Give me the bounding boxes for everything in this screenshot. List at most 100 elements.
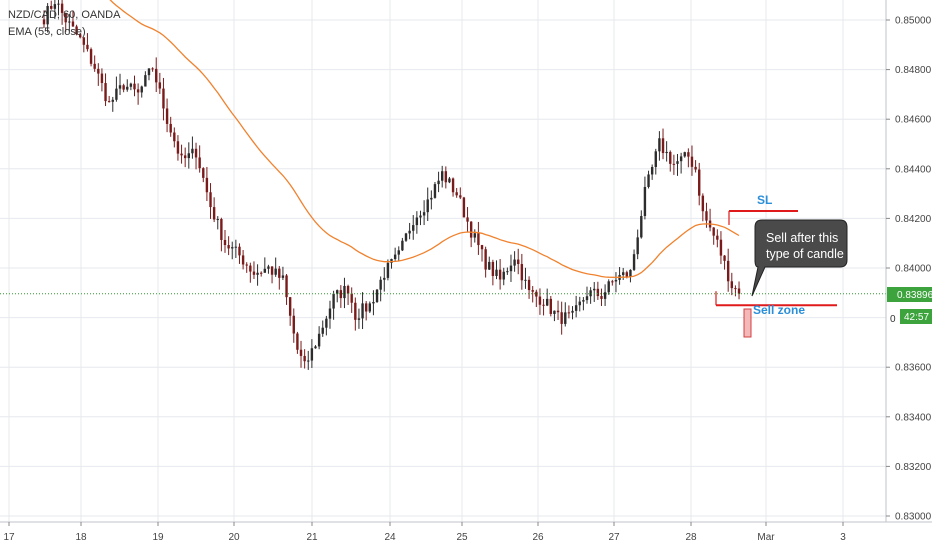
- candle-body: [672, 163, 676, 165]
- candle-body: [75, 26, 78, 35]
- candle-body: [459, 195, 462, 198]
- candle-body: [480, 245, 484, 250]
- candle-body: [379, 279, 382, 290]
- candle-body: [346, 285, 350, 294]
- candle-body: [303, 355, 306, 362]
- time-tick-label: 3: [840, 532, 846, 543]
- candle-body: [647, 174, 650, 187]
- candle-body: [158, 82, 162, 89]
- candle-body: [151, 68, 154, 70]
- candle-body: [176, 141, 180, 154]
- candle-body: [426, 199, 429, 213]
- candle-body: [314, 346, 317, 349]
- candle-body: [509, 265, 513, 272]
- candle-body: [611, 281, 614, 283]
- candle-body: [701, 195, 705, 212]
- candle-body: [495, 269, 498, 276]
- candle-body: [491, 261, 495, 276]
- time-tick-label: 18: [75, 532, 87, 543]
- candle-body: [589, 290, 592, 297]
- candle-body: [629, 269, 632, 277]
- candle-body: [267, 266, 270, 269]
- candle-body: [252, 271, 256, 275]
- candle-body: [578, 301, 581, 306]
- callout-line-2: type of candle: [766, 247, 844, 261]
- time-tick-label: 17: [3, 532, 15, 543]
- candle-body: [437, 180, 440, 185]
- candle-body: [194, 148, 198, 158]
- candle-body: [549, 298, 552, 314]
- candle-body: [270, 266, 274, 275]
- candle-body: [53, 4, 57, 9]
- candle-body: [231, 247, 234, 249]
- candle-body: [343, 285, 346, 299]
- candle-body: [643, 186, 647, 217]
- candle-body: [506, 271, 509, 273]
- candle-body: [448, 178, 451, 183]
- candle-body: [455, 192, 458, 196]
- time-tick-label: 19: [152, 532, 164, 543]
- candle-body: [245, 264, 248, 266]
- time-tick-label: 20: [228, 532, 240, 543]
- candle-body: [307, 360, 310, 362]
- candle-body: [180, 153, 183, 156]
- candle-body: [278, 268, 281, 278]
- candle-body: [625, 272, 629, 277]
- candle-body: [209, 192, 212, 208]
- candle-body: [285, 275, 288, 298]
- candle-body: [336, 290, 339, 294]
- candle-body: [122, 85, 125, 90]
- countdown-badge: [900, 309, 932, 324]
- candle-body: [368, 303, 371, 312]
- candle-body: [57, 3, 60, 5]
- candle-body: [162, 88, 165, 109]
- candle-body: [640, 216, 643, 238]
- candle-body: [274, 268, 277, 275]
- candle-body: [556, 310, 560, 313]
- ema-line: [109, 0, 740, 279]
- candle-body: [564, 312, 567, 324]
- price-axis[interactable]: 0.85000 0.84800 0.84600 0.84400 0.84200 0.840…: [886, 16, 932, 523]
- candle-body: [42, 19, 46, 25]
- time-axis[interactable]: 17 18 19 20 21 24 25 26 27 28 Mar 3: [3, 522, 846, 543]
- candle-body: [68, 21, 71, 23]
- candle-body: [676, 161, 679, 164]
- candle-body: [133, 83, 136, 90]
- candle-body: [567, 312, 571, 314]
- candle-body: [256, 272, 259, 275]
- candle-body: [527, 279, 531, 291]
- candle-body: [723, 255, 726, 261]
- time-tick-label: 25: [456, 532, 468, 543]
- candle-body: [155, 68, 158, 83]
- candle-body: [111, 99, 114, 102]
- grid: [0, 0, 886, 522]
- symbol-legend[interactable]: NZD/CAD, 60, OANDA: [8, 9, 121, 21]
- price-tick-label: 0.83400: [895, 412, 932, 423]
- candle-body: [71, 21, 75, 27]
- candle-body: [734, 288, 737, 290]
- price-tick-label: 0.84800: [895, 65, 932, 76]
- candle-body: [451, 178, 455, 193]
- candle-body: [542, 304, 545, 306]
- candle-body: [136, 89, 140, 93]
- candle-body: [212, 207, 216, 220]
- candle-body: [183, 155, 187, 159]
- candle-body: [404, 233, 408, 241]
- candle-body: [545, 298, 549, 306]
- callout[interactable]: Sell after this type of candle: [751, 219, 848, 297]
- indicator-legend[interactable]: EMA (55, close): [8, 26, 86, 38]
- candle-body: [585, 296, 589, 301]
- callout-line-1: Sell after this: [766, 231, 838, 245]
- sell-candle-marker[interactable]: [743, 308, 752, 338]
- price-tick-label: 0.83200: [895, 462, 932, 473]
- candle-body: [498, 269, 502, 280]
- candle-body: [636, 237, 639, 255]
- candle-body: [339, 290, 343, 299]
- candle-body: [129, 83, 133, 87]
- time-tick-label: 28: [685, 532, 697, 543]
- candle-body: [571, 310, 574, 313]
- candle-body: [288, 297, 292, 316]
- candle-body: [469, 221, 473, 238]
- candle-body: [234, 246, 238, 248]
